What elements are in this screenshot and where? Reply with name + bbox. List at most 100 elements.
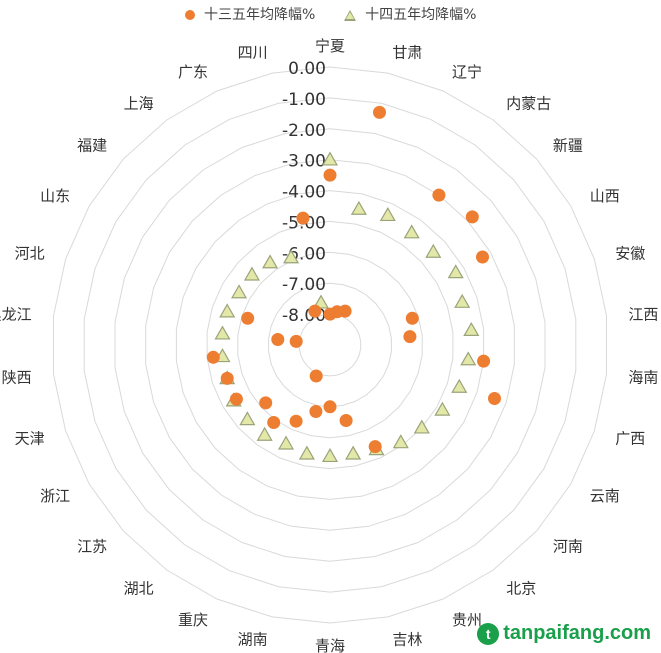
grid-ring (268, 282, 392, 408)
marker-circle (323, 400, 337, 414)
radial-tick-labels: 0.00-1.00-2.00-3.00-4.00-5.00-6.00-7.00-… (282, 59, 326, 326)
category-label: 广西 (615, 430, 645, 448)
marker-circle (477, 354, 491, 368)
marker-circle (339, 414, 353, 427)
marker-circle (308, 304, 322, 318)
legend-item-series-1: 十三五年均降幅% (184, 4, 316, 24)
grid-ring (206, 220, 454, 470)
marker-circle (403, 330, 417, 344)
marker-triangle (219, 303, 236, 318)
marker-triangle (447, 264, 464, 279)
category-label: 湖北 (124, 580, 154, 598)
tick-label: 0.00 (288, 59, 326, 79)
marker-triangle (321, 151, 339, 166)
grid-ring (298, 313, 362, 377)
marker-triangle (239, 411, 256, 426)
legend-marker-circle (184, 10, 195, 20)
legend: 十三五年均降幅% 十四五年均降幅% (0, 4, 661, 24)
marker-triangle (298, 445, 315, 460)
category-label: 青海 (315, 637, 345, 653)
marker-circle (289, 414, 303, 428)
marker-circle (465, 210, 479, 224)
marker-triangle (451, 378, 468, 393)
marker-circle (289, 334, 303, 348)
marker-circle (309, 405, 323, 418)
grid-ring (145, 159, 515, 531)
marker-triangle (214, 325, 231, 340)
marker-circle (309, 369, 323, 383)
category-label: 四川 (238, 44, 268, 62)
marker-circle (271, 333, 285, 346)
category-label: 广东 (178, 63, 208, 81)
marker-circle (323, 168, 337, 182)
marker-circle (229, 392, 243, 406)
category-label: 宁夏 (315, 37, 345, 55)
marker-triangle (434, 401, 451, 416)
category-label: 江苏 (77, 538, 107, 556)
legend-label-series-1: 十三五年均降幅% (203, 7, 316, 23)
watermark: t tanpaifang.com (477, 622, 651, 645)
category-label: 山西 (590, 187, 620, 205)
marker-triangle (413, 419, 430, 434)
category-label: 吉林 (392, 630, 422, 648)
marker-triangle (312, 294, 330, 309)
category-label: 海南 (628, 368, 658, 386)
marker-circle (220, 371, 234, 385)
category-label: 内蒙古 (506, 94, 551, 112)
tick-label: -1.00 (282, 90, 326, 110)
grid-ring (114, 128, 546, 562)
marker-triangle (425, 243, 442, 258)
marker-circle (405, 311, 419, 325)
category-label: 陕西 (2, 368, 32, 386)
category-label: 山东 (40, 187, 70, 205)
tick-label: -3.00 (282, 152, 326, 172)
category-label: 江西 (628, 306, 658, 324)
category-label: 云南 (590, 487, 620, 505)
category-label: 湖南 (238, 630, 268, 648)
marker-circle (296, 211, 310, 225)
grid-ring (53, 66, 607, 624)
radar-grid (53, 66, 607, 624)
marker-circle (206, 350, 220, 364)
category-label: 新疆 (553, 136, 583, 154)
marker-triangle (460, 351, 477, 366)
marker-triangle (463, 321, 480, 336)
marker-circle (488, 392, 501, 405)
tick-label: -4.00 (282, 183, 326, 203)
data-markers (206, 105, 501, 463)
marker-triangle (231, 284, 248, 299)
marker-triangle (392, 434, 409, 449)
marker-circle (259, 396, 273, 410)
marker-circle (432, 188, 446, 202)
category-label: 重庆 (178, 611, 208, 629)
category-label: 河南 (553, 538, 583, 556)
category-label: 上海 (124, 94, 154, 112)
marker-triangle (243, 266, 260, 281)
category-label: 甘肃 (392, 44, 422, 62)
category-label: 北京 (506, 580, 536, 598)
marker-circle (338, 304, 352, 318)
marker-triangle (403, 224, 420, 239)
legend-item-series-2: 十四五年均降幅% (343, 4, 477, 24)
marker-triangle (256, 426, 273, 441)
grid-ring (237, 251, 423, 439)
category-label: 安徽 (615, 244, 645, 262)
category-label: 黑龙江 (0, 306, 32, 324)
category-label: 贵州 (452, 611, 482, 629)
marker-circle (368, 440, 382, 454)
watermark-text: tanpaifang.com (503, 622, 651, 644)
category-label: 辽宁 (452, 63, 482, 81)
marker-circle (373, 105, 386, 119)
tick-label: -7.00 (282, 275, 326, 295)
category-label: 浙江 (40, 487, 70, 505)
marker-triangle (283, 249, 300, 264)
marker-triangle (262, 254, 279, 269)
marker-triangle (454, 293, 471, 308)
legend-marker-triangle (343, 9, 356, 21)
grid-ring (175, 190, 485, 500)
grid-ring (83, 97, 577, 593)
legend-label-series-2: 十四五年均降幅% (365, 7, 477, 23)
marker-circle (241, 311, 255, 325)
